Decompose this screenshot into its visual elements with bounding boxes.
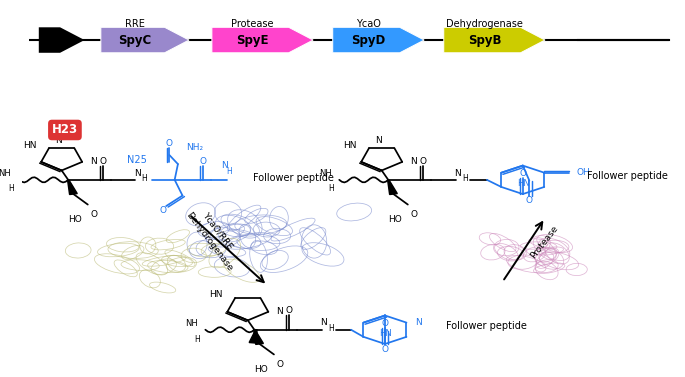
Text: HN: HN <box>379 329 392 337</box>
Text: H: H <box>328 324 334 333</box>
Text: N25: N25 <box>127 155 147 166</box>
Text: NH₂: NH₂ <box>186 143 203 152</box>
Text: SpyE: SpyE <box>236 34 269 46</box>
Polygon shape <box>212 27 313 53</box>
Polygon shape <box>253 329 264 345</box>
Text: Dehydrogenase: Dehydrogenase <box>184 211 234 273</box>
Text: HO: HO <box>68 215 82 224</box>
Text: O: O <box>160 206 166 215</box>
Text: H: H <box>195 335 200 344</box>
Text: OH: OH <box>577 168 590 177</box>
Polygon shape <box>333 27 424 53</box>
Text: Dehydrogenase: Dehydrogenase <box>446 19 523 29</box>
Text: Protease: Protease <box>232 19 274 29</box>
Text: H: H <box>328 184 334 193</box>
Polygon shape <box>39 27 84 53</box>
Text: N: N <box>375 136 382 145</box>
Text: H: H <box>8 184 14 193</box>
Text: NH: NH <box>319 169 332 178</box>
Text: HO: HO <box>388 215 401 224</box>
Text: NH: NH <box>0 169 12 178</box>
Text: O: O <box>99 156 106 166</box>
Text: O: O <box>277 360 284 369</box>
Text: HN: HN <box>23 141 37 150</box>
Text: NH: NH <box>185 319 197 328</box>
Text: HN: HN <box>517 179 530 188</box>
Text: H23: H23 <box>52 124 78 136</box>
Text: H: H <box>142 174 147 183</box>
Text: HO: HO <box>254 365 268 374</box>
Text: N: N <box>221 161 228 170</box>
Text: N: N <box>134 169 141 178</box>
Text: Follower peptide: Follower peptide <box>253 173 334 183</box>
Text: O: O <box>382 345 388 354</box>
Text: N: N <box>276 307 283 316</box>
Text: O: O <box>90 210 97 219</box>
Text: SpyB: SpyB <box>468 34 501 46</box>
Text: SpyD: SpyD <box>351 34 386 46</box>
Text: N: N <box>55 136 62 145</box>
Text: YcaO/RRE: YcaO/RRE <box>201 211 234 251</box>
Text: YcaO: YcaO <box>356 19 381 29</box>
Text: O: O <box>199 156 206 166</box>
Text: SpyC: SpyC <box>119 34 152 46</box>
Polygon shape <box>249 329 257 343</box>
Text: N: N <box>454 169 461 178</box>
Polygon shape <box>388 180 397 195</box>
Text: HN: HN <box>343 141 357 150</box>
Text: Follower peptide: Follower peptide <box>446 321 527 331</box>
Text: O: O <box>382 319 388 328</box>
Text: H: H <box>227 167 232 176</box>
Text: H: H <box>462 174 468 183</box>
Text: O: O <box>410 210 417 219</box>
Text: RRE: RRE <box>125 19 145 29</box>
Polygon shape <box>101 27 189 53</box>
Text: N: N <box>410 158 416 166</box>
Polygon shape <box>68 180 77 195</box>
Text: O: O <box>286 307 292 316</box>
Text: Protease: Protease <box>529 224 560 261</box>
Text: N: N <box>320 319 327 328</box>
Text: O: O <box>526 196 533 205</box>
Text: Follower peptide: Follower peptide <box>587 171 668 181</box>
Text: O: O <box>166 139 173 148</box>
Text: N: N <box>90 158 97 166</box>
Text: N: N <box>416 318 423 327</box>
Text: HN: HN <box>210 290 223 299</box>
Text: O: O <box>419 156 426 166</box>
Polygon shape <box>444 27 545 53</box>
Text: O: O <box>519 169 526 178</box>
